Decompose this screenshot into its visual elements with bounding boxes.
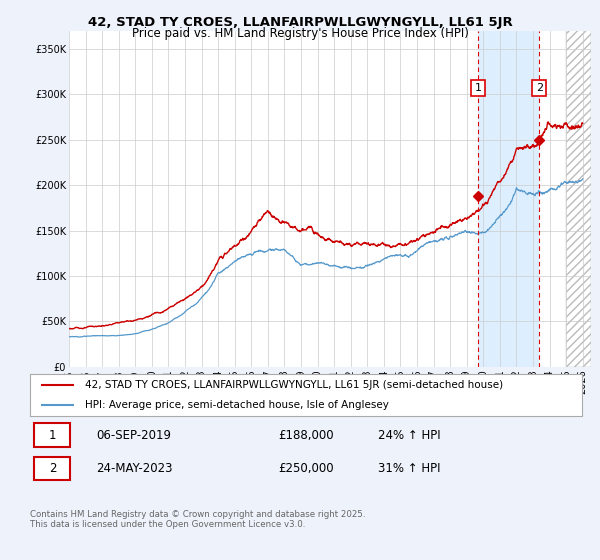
Text: Contains HM Land Registry data © Crown copyright and database right 2025.
This d: Contains HM Land Registry data © Crown c…: [30, 510, 365, 529]
Text: 06-SEP-2019: 06-SEP-2019: [96, 428, 171, 442]
Text: Price paid vs. HM Land Registry's House Price Index (HPI): Price paid vs. HM Land Registry's House …: [131, 27, 469, 40]
FancyBboxPatch shape: [34, 457, 70, 480]
Bar: [478, 31, 539, 367]
Text: 42, STAD TY CROES, LLANFAIRPWLLGWYNGYLL, LL61 5JR: 42, STAD TY CROES, LLANFAIRPWLLGWYNGYLL,…: [88, 16, 512, 29]
Text: 2: 2: [49, 462, 56, 475]
Text: 24% ↑ HPI: 24% ↑ HPI: [378, 428, 440, 442]
Text: 1: 1: [49, 428, 56, 442]
Text: 24-MAY-2023: 24-MAY-2023: [96, 462, 173, 475]
Text: 1: 1: [475, 83, 481, 93]
FancyBboxPatch shape: [34, 423, 70, 447]
Text: 2: 2: [536, 83, 543, 93]
Text: HPI: Average price, semi-detached house, Isle of Anglesey: HPI: Average price, semi-detached house,…: [85, 400, 389, 410]
Text: 42, STAD TY CROES, LLANFAIRPWLLGWYNGYLL, LL61 5JR (semi-detached house): 42, STAD TY CROES, LLANFAIRPWLLGWYNGYLL,…: [85, 380, 503, 390]
Text: £250,000: £250,000: [278, 462, 334, 475]
Text: £188,000: £188,000: [278, 428, 334, 442]
Text: 31% ↑ HPI: 31% ↑ HPI: [378, 462, 440, 475]
